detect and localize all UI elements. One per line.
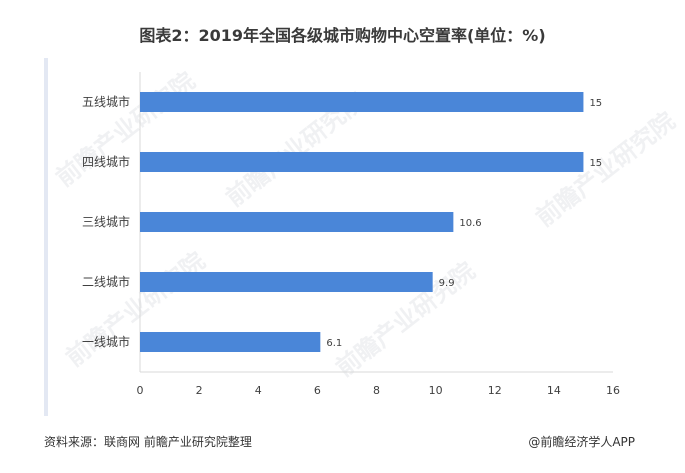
data-label: 15: [589, 98, 602, 109]
source-note: 资料来源：联商网 前瞻产业研究院整理: [44, 435, 252, 449]
x-tick-label: 8: [373, 384, 380, 397]
x-tick-label: 0: [137, 384, 144, 397]
left-accent-rule: [44, 58, 48, 416]
category-label: 三线城市: [82, 214, 130, 229]
category-label: 一线城市: [82, 334, 130, 349]
bar: [140, 272, 433, 292]
x-tick-label: 4: [255, 384, 262, 397]
data-label: 10.6: [459, 218, 481, 229]
x-tick-label: 14: [547, 384, 561, 397]
x-tick-label: 16: [606, 384, 620, 397]
bar: [140, 152, 584, 172]
data-label: 6.1: [326, 338, 342, 349]
data-label: 15: [589, 158, 602, 169]
category-label: 五线城市: [82, 94, 130, 109]
data-label: 9.9: [439, 278, 455, 289]
credit-note: @前瞻经济学人APP: [528, 435, 635, 449]
category-label: 四线城市: [82, 154, 130, 169]
bar: [140, 332, 321, 352]
x-tick-label: 12: [488, 384, 502, 397]
category-label: 二线城市: [82, 274, 130, 289]
x-tick-label: 10: [429, 384, 443, 397]
bar: [140, 92, 584, 112]
chart-title: 图表2：2019年全国各级城市购物中心空置率(单位：%): [139, 26, 546, 45]
x-tick-label: 2: [196, 384, 203, 397]
bar: [140, 212, 454, 232]
x-tick-label: 6: [314, 384, 321, 397]
